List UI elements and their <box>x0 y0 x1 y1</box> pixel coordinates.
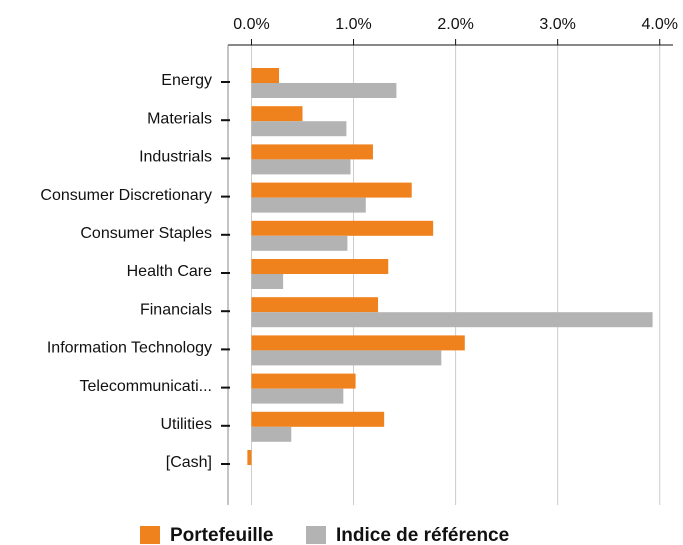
bar <box>247 450 252 465</box>
y-tick-label: Materials <box>147 110 212 127</box>
bar <box>251 182 412 198</box>
x-tick-label: 4.0% <box>641 16 677 33</box>
x-tick-label: 3.0% <box>539 16 575 33</box>
bar <box>251 259 389 274</box>
bar <box>251 68 280 83</box>
legend-swatch <box>140 526 160 544</box>
bar <box>251 312 653 328</box>
bar <box>251 159 351 175</box>
legend-label: Indice de référence <box>336 525 509 545</box>
bar <box>251 411 385 427</box>
bar <box>251 197 366 213</box>
y-tick-label: [Cash] <box>166 454 212 471</box>
legend-swatch <box>306 526 326 544</box>
x-tick-label: 2.0% <box>437 16 473 33</box>
bar <box>251 274 284 289</box>
bar <box>251 235 348 251</box>
y-tick-label: Utilities <box>160 416 212 433</box>
y-tick-label: Information Technology <box>47 340 212 357</box>
y-tick-label: Industrials <box>139 149 212 166</box>
y-tick-label: Consumer Discretionary <box>40 187 212 204</box>
x-tick-label: 0.0% <box>233 16 269 33</box>
bar <box>251 350 442 366</box>
y-tick-label: Consumer Staples <box>80 225 212 242</box>
bar <box>251 388 344 404</box>
bar <box>251 144 373 160</box>
bar <box>251 297 379 313</box>
bar <box>251 373 356 389</box>
bar <box>251 426 292 442</box>
x-tick-label: 1.0% <box>335 16 371 33</box>
legend-label: Portefeuille <box>170 525 273 545</box>
bar <box>251 83 397 98</box>
bar <box>251 220 434 236</box>
y-tick-label: Financials <box>140 301 212 318</box>
bar <box>251 335 465 351</box>
y-tick-label: Telecommunicati... <box>80 378 213 395</box>
y-tick-label: Health Care <box>127 263 212 280</box>
bar <box>251 121 347 137</box>
y-tick-label: Energy <box>161 72 212 89</box>
bar <box>251 106 303 122</box>
